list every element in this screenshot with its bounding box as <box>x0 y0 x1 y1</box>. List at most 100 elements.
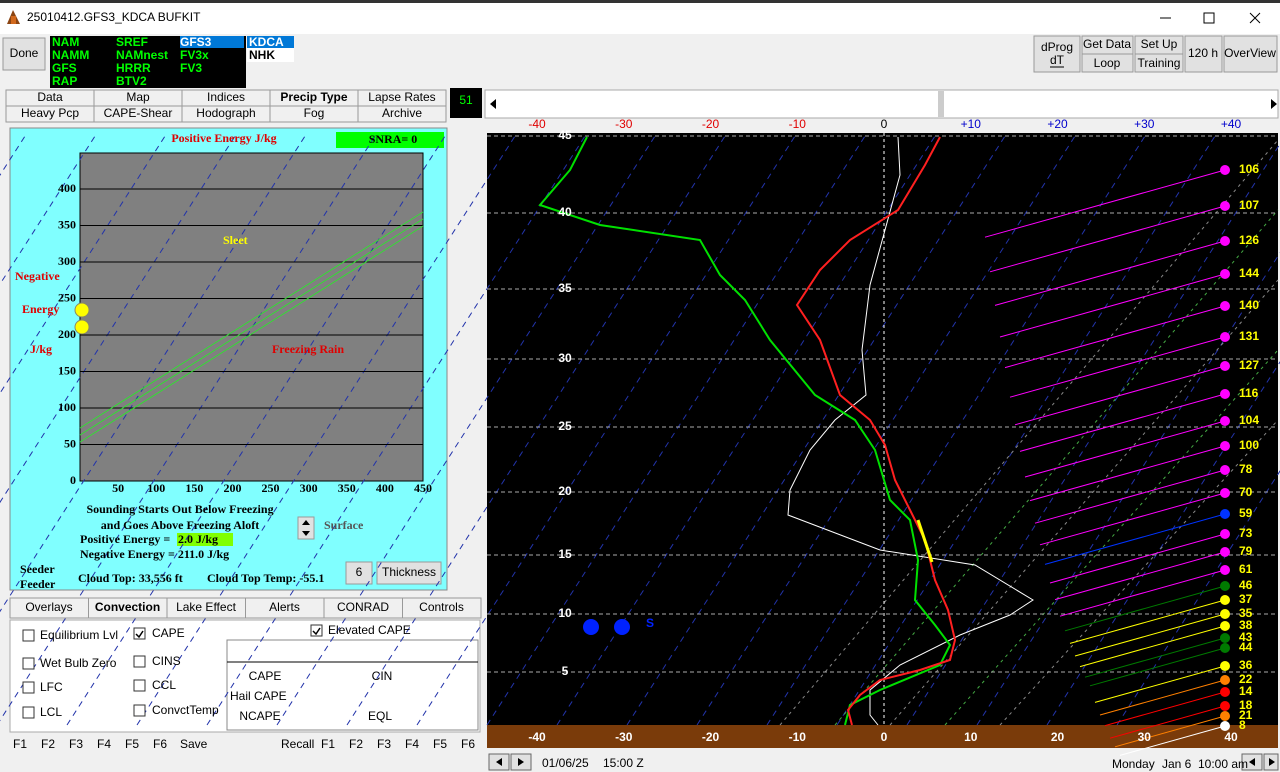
label: 250 <box>58 290 76 304</box>
checkbox[interactable] <box>22 706 35 719</box>
label: Positive Energy J/kg <box>171 131 276 145</box>
wind-dot <box>1220 687 1230 697</box>
maximize[interactable] <box>1203 12 1215 24</box>
isotherm <box>136 132 518 726</box>
threshold <box>79 225 424 443</box>
wind-barb <box>1089 647 1226 687</box>
wind-speed: 126 <box>1239 233 1259 247</box>
isotherm <box>0 132 98 286</box>
label: and Goes Above Freezing Aloft <box>101 518 259 532</box>
bottom-tick: 40 <box>1224 730 1238 744</box>
checkbox[interactable] <box>133 704 146 717</box>
model: BTV2 <box>116 74 147 88</box>
overview-button[interactable] <box>1223 35 1278 73</box>
model: NAMM <box>52 48 89 62</box>
wind-speed: 38 <box>1239 618 1253 632</box>
label: 200 <box>223 481 241 495</box>
tab-label: Convection <box>95 600 160 614</box>
wind-dot <box>1220 711 1230 721</box>
wind-dot <box>1220 547 1230 557</box>
wind-speed: 140 <box>1239 298 1259 312</box>
done-button[interactable] <box>2 37 46 71</box>
height-label: 35 <box>558 281 572 295</box>
wind-speed: 61 <box>1239 562 1253 576</box>
training-button[interactable] <box>1134 53 1184 73</box>
wind-speed: 22 <box>1239 672 1253 686</box>
wind-dot <box>1220 269 1230 279</box>
tab-label: Controls <box>419 600 464 614</box>
bottom-tick: -20 <box>702 730 720 744</box>
label: dProg <box>1041 40 1073 54</box>
label: 150 <box>185 481 203 495</box>
wind-barb <box>1044 513 1226 565</box>
height-label: 25 <box>558 419 572 433</box>
checkbox[interactable] <box>133 627 146 640</box>
label: 300 <box>300 481 318 495</box>
top-tick: -40 <box>528 117 546 131</box>
isotherm <box>0 132 238 504</box>
bottom-tick: -30 <box>615 730 633 744</box>
check-label: Elevated CAPE <box>328 623 411 637</box>
scroll-thumb[interactable] <box>938 91 944 117</box>
wind-speed: 131 <box>1239 329 1259 343</box>
temperature-line <box>795 136 957 726</box>
check-label: Equilibrium Lvl <box>40 628 118 642</box>
wind-barb <box>1059 569 1226 617</box>
height-label: 30 <box>558 351 572 365</box>
wind-dot <box>1220 465 1230 475</box>
wind-speed: 8 <box>1239 718 1246 732</box>
scrollbar[interactable] <box>484 89 1279 119</box>
fkey: F3 <box>377 737 391 751</box>
fkey: F3 <box>69 737 83 751</box>
wind-dot <box>1220 633 1230 643</box>
wind-barb <box>1079 625 1226 668</box>
dprog-button[interactable] <box>1033 35 1081 73</box>
isotherm <box>276 132 658 726</box>
label: 200 <box>58 327 76 341</box>
surface-spinner[interactable] <box>297 516 315 540</box>
skewt <box>487 133 1278 725</box>
thickness-button[interactable] <box>376 561 442 585</box>
bottom-tick: 0 <box>881 730 888 744</box>
loop-button[interactable] <box>1081 53 1134 73</box>
wind-dot <box>1220 609 1230 619</box>
level-button[interactable] <box>345 561 373 585</box>
label: Monday <box>1112 757 1155 771</box>
adiabat <box>834 209 1279 726</box>
close[interactable] <box>1249 12 1261 24</box>
wind-speed: 37 <box>1239 592 1253 606</box>
isotherm <box>836 132 1218 726</box>
hours-button[interactable] <box>1184 35 1223 73</box>
isotherm <box>0 132 168 395</box>
tab[interactable] <box>402 597 482 619</box>
tab-label: Alerts <box>269 600 300 614</box>
wind-dot <box>1220 488 1230 498</box>
label: Training <box>1138 56 1181 70</box>
label: Sounding Starts Out Below Freezing <box>86 502 273 516</box>
threshold <box>79 218 424 436</box>
checkbox[interactable] <box>310 624 323 637</box>
model: SREF <box>116 35 148 49</box>
label: Save <box>180 737 208 751</box>
checkbox[interactable] <box>22 657 35 670</box>
dewpoint-line <box>538 136 952 726</box>
label: NCAPE <box>239 709 280 723</box>
wind-dot <box>1220 661 1230 671</box>
tab-label: Overlays <box>25 600 72 614</box>
label: Feeder <box>20 577 56 591</box>
label: 6 <box>356 565 363 579</box>
tab-label: Data <box>37 90 63 104</box>
label: Recall <box>281 737 314 751</box>
label: 2.0 J/kg <box>178 532 218 546</box>
checkbox[interactable] <box>22 681 35 694</box>
label: Get Data <box>1083 37 1131 51</box>
checkbox[interactable] <box>133 679 146 692</box>
isotherm <box>66 132 448 726</box>
freezing-layer <box>916 519 934 563</box>
checkbox[interactable] <box>22 629 35 642</box>
checkbox[interactable] <box>133 655 146 668</box>
wind-speed: 70 <box>1239 485 1253 499</box>
tab[interactable] <box>357 105 447 123</box>
wind-dot <box>1220 389 1230 399</box>
height-label: 40 <box>558 205 572 219</box>
